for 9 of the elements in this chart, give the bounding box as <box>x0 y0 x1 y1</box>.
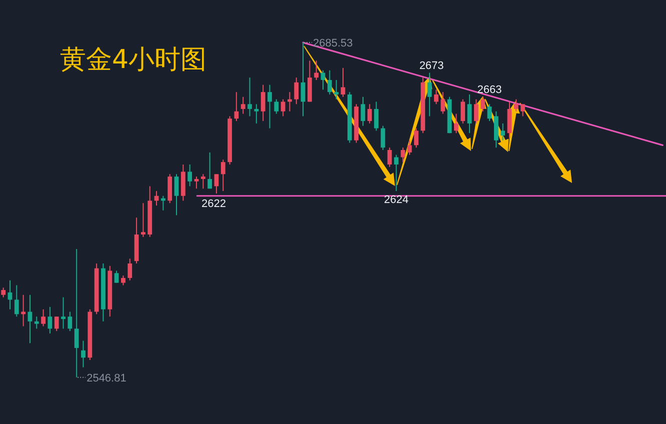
annotation: 2673 <box>419 60 444 72</box>
annotation: 2624 <box>384 194 408 206</box>
annotation: 2546.81 <box>86 372 126 384</box>
extreme-label: 2546.81 <box>77 372 126 384</box>
annotation: 2663 <box>477 84 502 96</box>
annotation: 2685.53 <box>313 38 353 50</box>
ref-line-label: 2622 <box>201 198 226 210</box>
chart-title: 黄金4小时图 <box>60 45 207 75</box>
extreme-label: 2685.53 <box>304 38 353 50</box>
